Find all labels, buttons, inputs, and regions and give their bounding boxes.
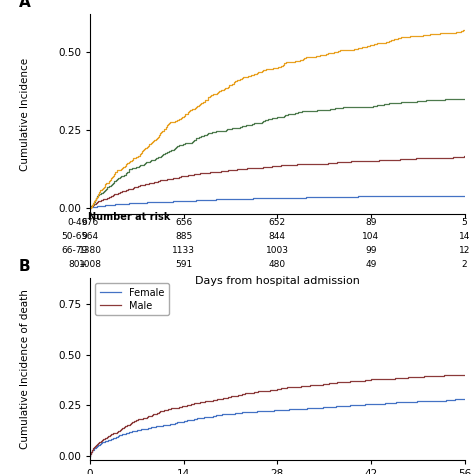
Male	[94, 441, 100, 447]
Y-axis label: Cumulative Incidence: Cumulative Incidence	[20, 58, 30, 171]
Text: 1008: 1008	[79, 261, 101, 270]
Text: 12: 12	[459, 246, 470, 255]
Text: 99: 99	[365, 246, 377, 255]
Text: 49: 49	[365, 261, 376, 270]
Text: 1380: 1380	[79, 246, 101, 255]
Male	[109, 431, 115, 437]
Text: B: B	[19, 259, 30, 274]
Text: 104: 104	[362, 232, 380, 241]
Male	[88, 451, 93, 456]
Y-axis label: Cumulative Incidence of death: Cumulative Incidence of death	[20, 289, 30, 449]
Text: 885: 885	[175, 232, 192, 241]
Text: 5: 5	[462, 218, 467, 227]
Text: 591: 591	[175, 261, 192, 270]
Text: 480: 480	[269, 261, 286, 270]
Text: 964: 964	[82, 232, 99, 241]
Female	[333, 403, 338, 409]
Text: Number at risk: Number at risk	[88, 212, 170, 222]
Text: 652: 652	[269, 218, 286, 227]
Female	[456, 396, 462, 402]
Male	[130, 419, 136, 425]
Female	[201, 415, 207, 420]
Text: 676: 676	[82, 218, 99, 227]
Male	[87, 453, 93, 458]
Line: Female: Female	[90, 399, 465, 456]
Text: 1003: 1003	[266, 246, 289, 255]
Text: 50-65: 50-65	[62, 232, 88, 241]
Female	[87, 453, 93, 458]
Text: 66-79: 66-79	[62, 246, 88, 255]
Text: 89: 89	[365, 218, 377, 227]
Text: Days from hospital admission: Days from hospital admission	[195, 275, 360, 285]
Text: A: A	[19, 0, 31, 10]
Text: 14: 14	[459, 232, 470, 241]
Text: 844: 844	[269, 232, 286, 241]
Female	[194, 416, 200, 421]
Male	[223, 395, 229, 401]
Female	[101, 439, 107, 445]
Male	[452, 372, 458, 378]
Text: 2: 2	[462, 261, 467, 270]
Text: 80+: 80+	[69, 261, 88, 270]
Text: 1133: 1133	[172, 246, 195, 255]
Text: 656: 656	[175, 218, 192, 227]
Female	[462, 396, 467, 402]
Text: 0-49: 0-49	[67, 218, 88, 227]
Legend: Female, Male: Female, Male	[95, 283, 169, 315]
Male	[462, 372, 467, 378]
Line: Male: Male	[90, 375, 465, 456]
Female	[90, 447, 96, 453]
Male	[168, 406, 174, 411]
Female	[176, 419, 182, 425]
